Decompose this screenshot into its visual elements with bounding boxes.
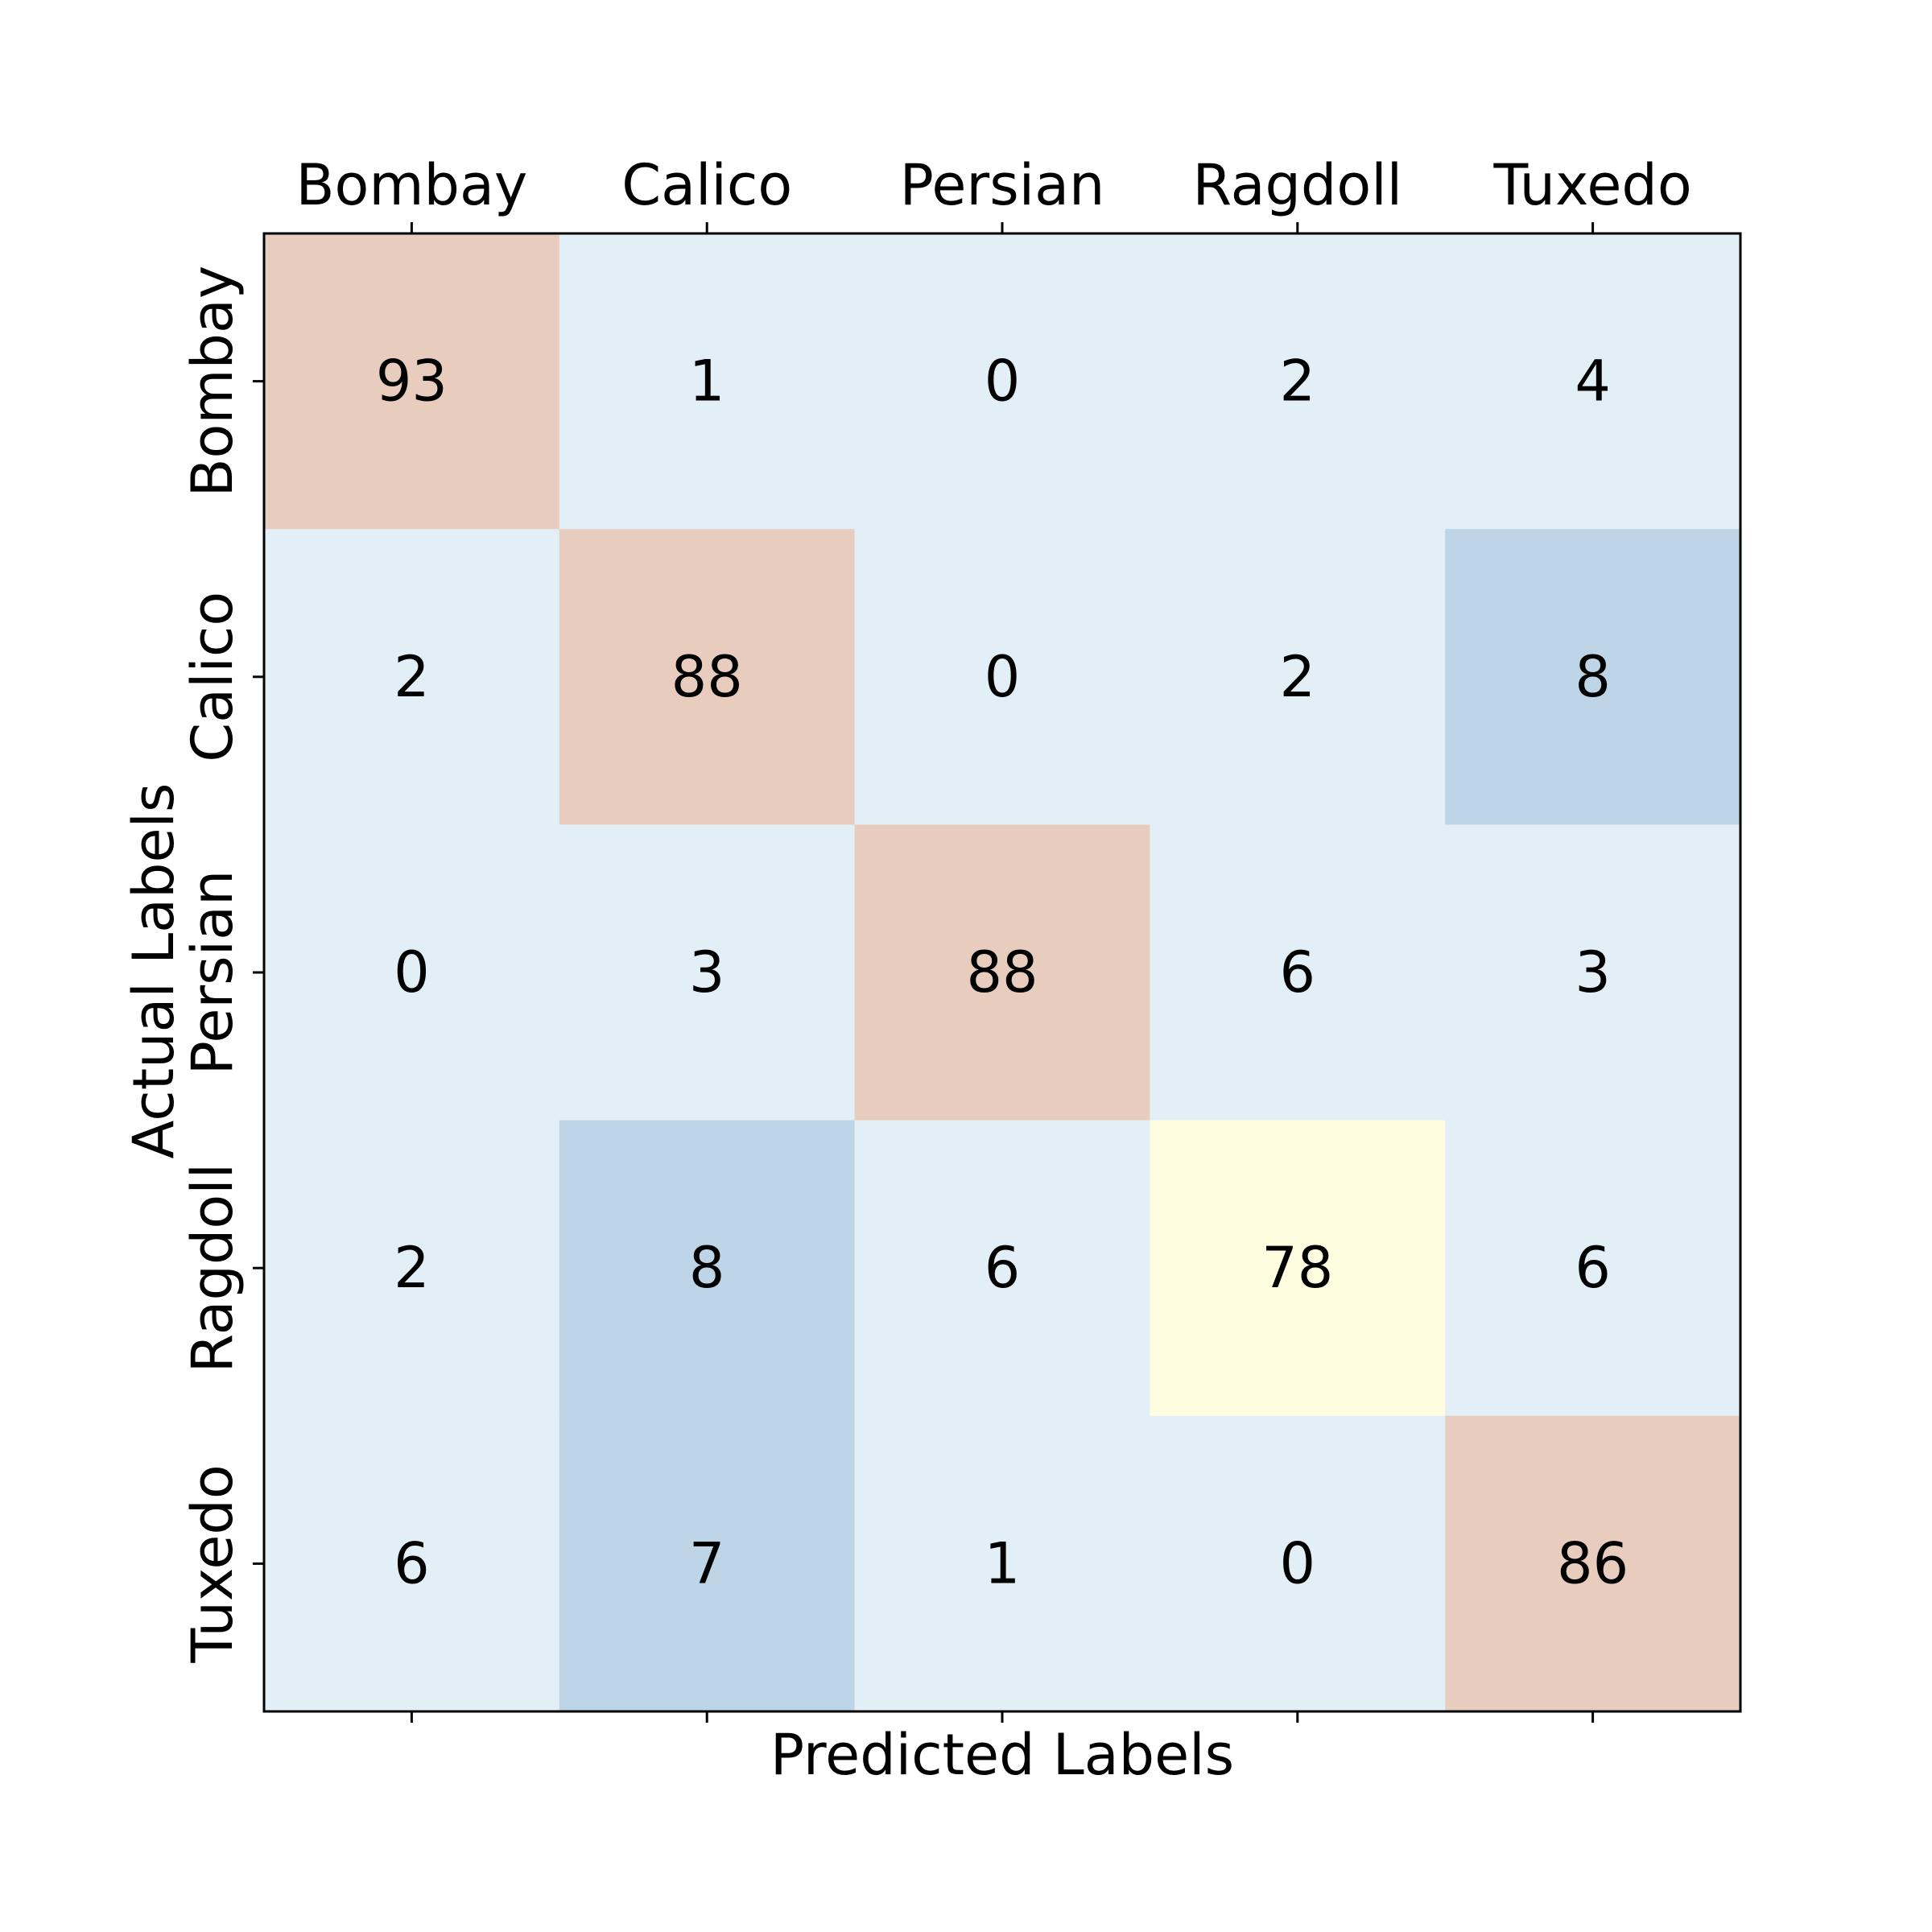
y-tick-label-calico: Calico	[180, 592, 246, 762]
cell-value-label: 1	[985, 1530, 1021, 1596]
heatmap-cell-ragdoll-tuxedo	[1445, 1120, 1741, 1417]
heatmap-cell-tuxedo-calico	[559, 1415, 856, 1712]
y-tick-label-persian: Persian	[180, 870, 246, 1075]
cell-value-label: 6	[1575, 1235, 1611, 1301]
cell-value-label: 6	[985, 1235, 1021, 1301]
heatmap-cell-ragdoll-ragdoll	[1150, 1120, 1446, 1417]
heatmap-cell-calico-persian	[854, 529, 1150, 825]
heatmap-cell-labels: 93 1 0 2 42 88 0 2 80 3 88 6 32 8 6 78 66 7 1 0 86	[376, 349, 1629, 1597]
cell-value-label: 6	[1280, 939, 1316, 1005]
cell-value-label: 6	[394, 1530, 430, 1596]
cell-value-label: 0	[1280, 1530, 1316, 1596]
heatmap-cell-ragdoll-calico	[559, 1120, 856, 1417]
x-tick-label-tuxedo: Tuxedo	[1493, 152, 1692, 218]
heatmap-cell-tuxedo-ragdoll	[1150, 1415, 1446, 1712]
cell-value-label: 2	[1280, 644, 1316, 710]
x-axis-title: Predicted Labels	[770, 1722, 1234, 1788]
cell-value-label: 0	[394, 939, 430, 1005]
cell-value-label: 1	[689, 349, 725, 415]
y-tick-label-tuxedo: Tuxedo	[180, 1464, 246, 1663]
plot-frame	[262, 232, 1742, 1713]
heatmap-cell-bombay-ragdoll	[1150, 233, 1446, 530]
heatmap-cell-persian-calico	[559, 824, 856, 1121]
cell-value-label: 2	[394, 644, 430, 710]
x-tick-label-ragdoll: Ragdoll	[1193, 152, 1403, 218]
cell-value-label: 7	[689, 1530, 725, 1596]
cell-value-label: 8	[689, 1235, 725, 1301]
cell-value-label: 4	[1575, 349, 1611, 415]
heatmap-cell-calico-calico	[559, 529, 856, 825]
x-tick-label-bombay: Bombay	[296, 152, 528, 218]
heatmap-cell-bombay-calico	[559, 233, 856, 530]
x-tick-label-calico: Calico	[621, 152, 792, 218]
cell-value-label: 0	[985, 349, 1021, 415]
heatmap-cell-bombay-bombay	[264, 233, 560, 530]
cell-value-label: 88	[671, 644, 743, 710]
heatmap-cell-persian-tuxedo	[1445, 824, 1741, 1121]
y-tick-label-ragdoll: Ragdoll	[180, 1163, 246, 1373]
heatmap-cell-calico-bombay	[264, 529, 560, 825]
y-axis-title: Actual Labels	[121, 783, 187, 1159]
cell-value-label: 8	[1575, 644, 1611, 710]
heatmap-cell-tuxedo-tuxedo	[1445, 1415, 1741, 1712]
heatmap-cell-bombay-persian	[854, 233, 1150, 530]
cell-value-label: 88	[966, 939, 1038, 1005]
heatmap-cell-ragdoll-persian	[854, 1120, 1150, 1417]
y-tick-label-bombay: Bombay	[180, 266, 246, 497]
x-tick-label-persian: Persian	[900, 152, 1105, 218]
cell-value-label: 3	[1575, 939, 1611, 1005]
cell-value-label: 2	[394, 1235, 430, 1301]
heatmap-cell-calico-ragdoll	[1150, 529, 1446, 825]
heatmap-cell-persian-persian	[854, 824, 1150, 1121]
cell-value-label: 3	[689, 939, 725, 1005]
heatmap-cells	[264, 233, 1741, 1712]
cell-value-label: 78	[1261, 1235, 1333, 1301]
heatmap-cell-ragdoll-bombay	[264, 1120, 560, 1417]
heatmap-cell-persian-bombay	[264, 824, 560, 1121]
heatmap-cell-persian-ragdoll	[1150, 824, 1446, 1121]
cell-value-label: 2	[1280, 349, 1316, 415]
heatmap-cell-calico-tuxedo	[1445, 529, 1741, 825]
cell-value-label: 93	[376, 349, 448, 415]
heatmap-cell-tuxedo-persian	[854, 1415, 1150, 1712]
heatmap-cell-bombay-tuxedo	[1445, 233, 1741, 530]
axis-ticks: Bombay Calico Persian Ragdoll Tuxedo Bombay Ca…	[180, 152, 1692, 1723]
cell-value-label: 0	[985, 644, 1021, 710]
heatmap-cell-tuxedo-bombay	[264, 1415, 560, 1712]
cell-value-label: 86	[1557, 1530, 1629, 1596]
